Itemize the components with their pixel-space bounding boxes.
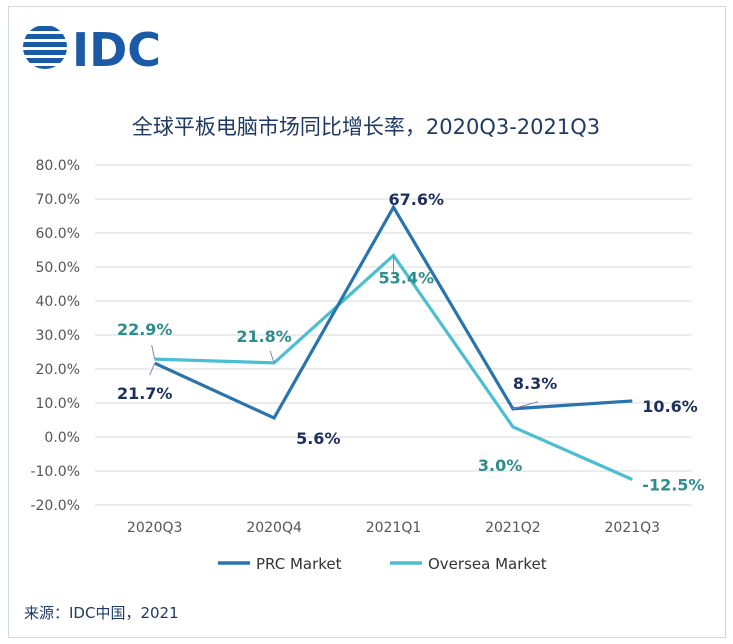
logo-text: IDC xyxy=(72,23,161,77)
x-tick-label: 2021Q3 xyxy=(605,520,661,536)
data-label: 3.0% xyxy=(478,456,522,475)
chart-frame xyxy=(8,6,726,638)
data-label: 5.6% xyxy=(296,429,340,448)
x-tick-label: 2020Q4 xyxy=(246,520,302,536)
data-label: -12.5% xyxy=(642,476,704,495)
y-tick-label: 10.0% xyxy=(36,396,80,412)
y-tick-label: 50.0% xyxy=(36,260,80,276)
y-axis: -20.0% -10.0% 0.0% 10.0% 20.0% 30.0% 40.0% 50.0… xyxy=(30,158,80,514)
chart-title: 全球平板电脑市场同比增长率，2020Q3-2021Q3 xyxy=(132,115,600,139)
x-tick-label: 2020Q3 xyxy=(127,520,183,536)
data-label: 10.6% xyxy=(642,397,698,416)
x-tick-label: 2021Q2 xyxy=(485,520,541,536)
legend-label: Oversea Market xyxy=(428,555,547,573)
leader-line xyxy=(149,363,156,376)
data-label: 21.7% xyxy=(117,384,173,403)
data-labels: 21.7% 5.6% 67.6% 8.3% 10.6% 22.9% 21.8% 53.4% 3.… xyxy=(117,190,705,494)
data-label: 21.8% xyxy=(236,327,292,346)
series-lines xyxy=(154,203,633,481)
series-line-oversea xyxy=(154,253,633,481)
leader-line xyxy=(151,345,156,360)
y-tick-label: 40.0% xyxy=(36,294,80,310)
data-label: 8.3% xyxy=(513,374,557,393)
y-tick-label: 30.0% xyxy=(36,328,80,344)
y-tick-label: 20.0% xyxy=(36,362,80,378)
y-tick-label: 60.0% xyxy=(36,226,80,242)
data-label: 53.4% xyxy=(379,268,435,287)
grid-lines xyxy=(95,164,692,506)
x-tick-label: 2021Q1 xyxy=(366,520,422,536)
y-tick-label: 70.0% xyxy=(36,192,80,208)
idc-globe-logo xyxy=(23,26,67,69)
data-label: 67.6% xyxy=(389,190,445,209)
data-label: 22.9% xyxy=(117,320,173,339)
series-line-prc xyxy=(154,203,633,421)
y-tick-label: 80.0% xyxy=(36,158,80,174)
legend-label: PRC Market xyxy=(256,555,342,573)
leader-line xyxy=(269,350,275,364)
leader-line xyxy=(512,401,539,410)
x-axis: 2020Q3 2020Q4 2021Q1 2021Q2 2021Q3 xyxy=(127,520,660,536)
y-tick-label: -20.0% xyxy=(30,498,80,514)
legend: PRC Market Oversea Market xyxy=(218,555,547,573)
source-note: 来源：IDC中国，2021 xyxy=(24,604,179,622)
y-tick-label: 0.0% xyxy=(44,430,80,446)
y-tick-label: -10.0% xyxy=(30,464,80,480)
